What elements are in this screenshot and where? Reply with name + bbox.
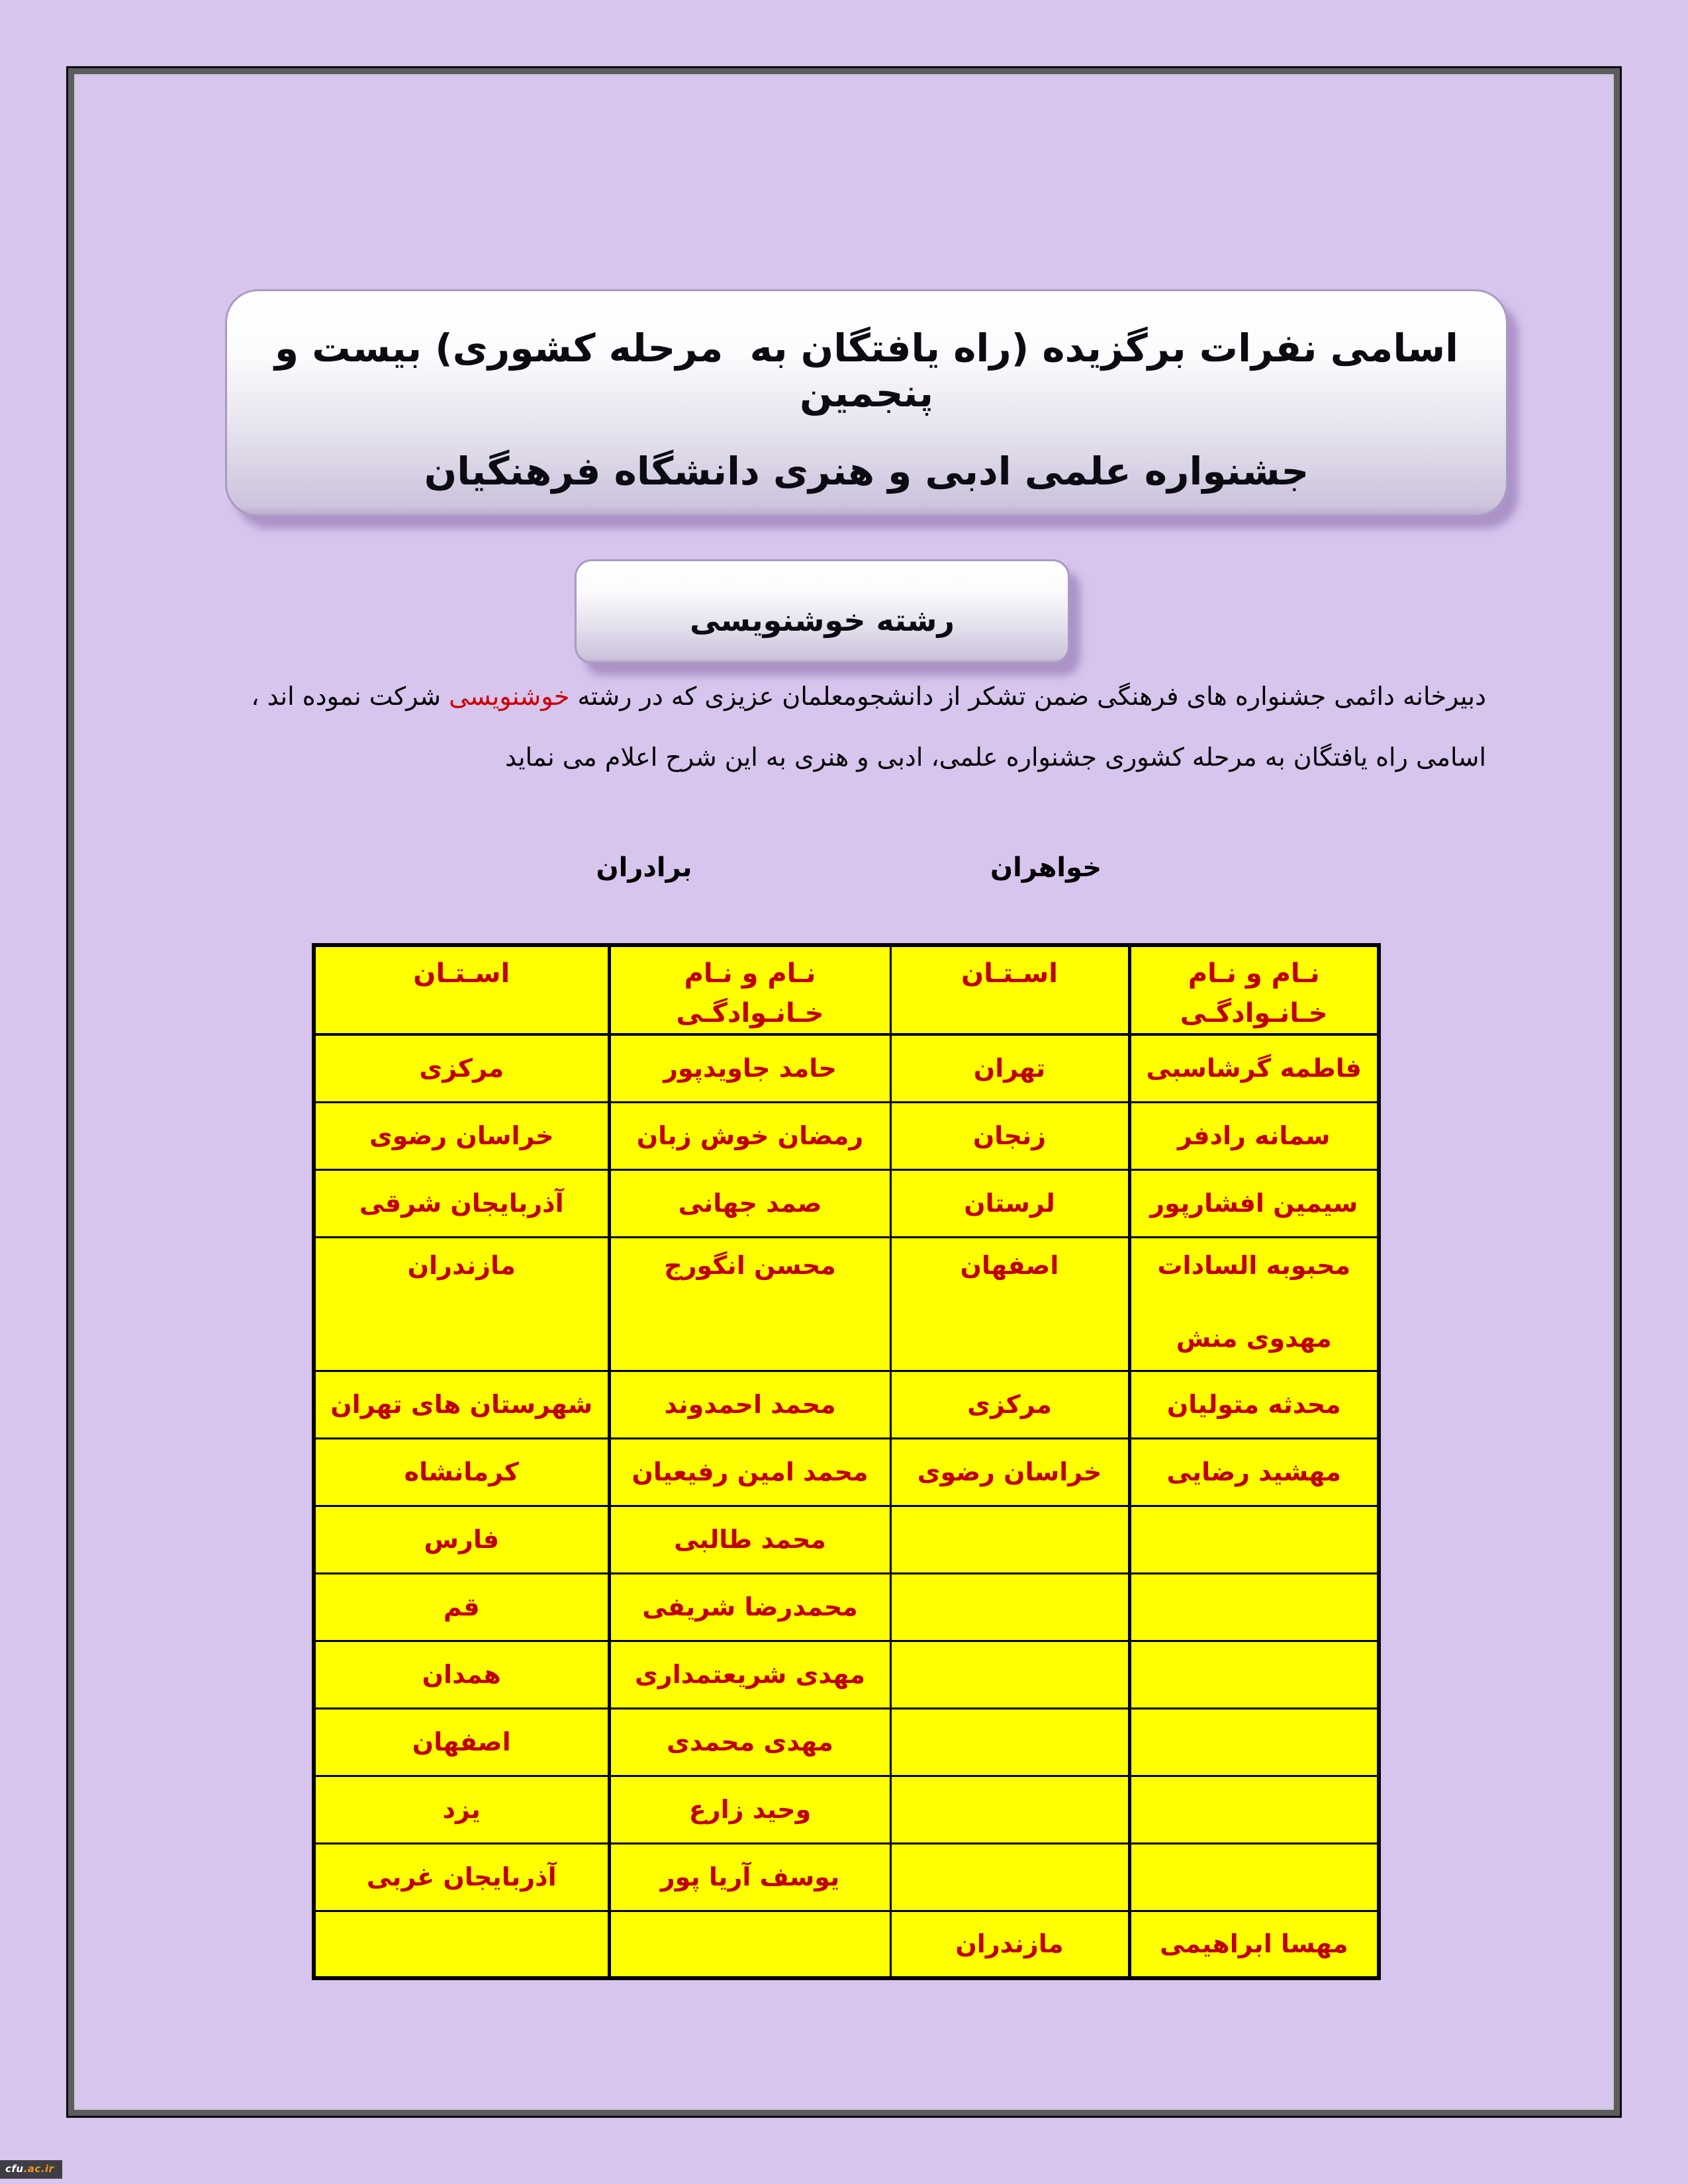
header-brothers-province: اسـتـان (312, 944, 610, 1036)
cell-sister-province: اصفهان (890, 1236, 1131, 1372)
intro-line1-post: شرکت نموده اند ، (251, 682, 449, 711)
cell-sister-province (890, 1572, 1131, 1642)
cell-sister-name (1127, 1707, 1380, 1777)
cell-sister-province (890, 1707, 1131, 1777)
cell-sister-province (890, 1842, 1131, 1912)
table-row: مرکزی حامد جاویدپور تهران فاطمه گرشاسبی (312, 1033, 1380, 1103)
cell-brother-name: حامد جاویدپور (607, 1033, 892, 1103)
cell-brother-name: یوسف آریا پور (607, 1842, 892, 1912)
cell-brother-name: محمد طالبی (607, 1504, 892, 1574)
table-row: مازندران مهسا ابراهیمی (312, 1909, 1380, 1979)
title-banner: اسامی نفرات برگزیده (راه یافتگان به مرحل… (225, 289, 1508, 517)
cell-brother-province: شهرستان های تهران (312, 1369, 610, 1439)
group-label-sisters: خواهران (990, 852, 1102, 883)
table-row: خراسان رضوی رمضان خوش زبان زنجان سمانه رادف… (312, 1101, 1380, 1171)
cell-brother-name: مهدی شریعتمداری (607, 1639, 892, 1709)
intro-line1-pre: دبیرخانه دائمی جشنواره های فرهنگی ضمن تش… (569, 682, 1486, 711)
cell-sister-province: خراسان رضوی (890, 1437, 1131, 1507)
cell-sister-name (1127, 1504, 1380, 1574)
page-border-frame (66, 66, 1622, 2118)
cell-brother-province: همدان (312, 1639, 610, 1709)
table-row: آذربایجان شرقی صمد جهانی لرستان سیمین افشار… (312, 1168, 1380, 1238)
cell-sister-name (1127, 1572, 1380, 1642)
cell-brother-province: اصفهان (312, 1707, 610, 1777)
cell-brother-province: کرمانشاه (312, 1437, 610, 1507)
cell-sister-province (890, 1639, 1131, 1709)
cell-brother-province: مرکزی (312, 1033, 610, 1103)
table-row: شهرستان های تهران محمد احمدوند مرکزی محدثه … (312, 1369, 1380, 1439)
table-row: قم محمدرضا شریفی (312, 1572, 1380, 1642)
page-title-line1: اسامی نفرات برگزیده (راه یافتگان به مرحل… (261, 326, 1459, 416)
cell-brother-name: محمدرضا شریفی (607, 1572, 892, 1642)
table-row: مازندران محسن انگورج اصفهان محبوبه السادات … (312, 1236, 1380, 1372)
table-row: آذربایجان غربی یوسف آریا پور (312, 1842, 1380, 1912)
field-banner-label: رشته خوشنویسی (690, 602, 955, 638)
cell-brother-name: محسن انگورج (607, 1236, 892, 1372)
cell-sister-name: محبوبه السادات مهدوی منش (1127, 1236, 1380, 1372)
table-row: یزد وحید زارع (312, 1774, 1380, 1844)
cell-sister-name (1127, 1774, 1380, 1844)
cell-sister-province: تهران (890, 1033, 1131, 1103)
intro-paragraph: دبیرخانه دائمی جشنواره های فرهنگی ضمن تش… (199, 666, 1486, 788)
cell-brother-province: آذربایجان شرقی (312, 1168, 610, 1238)
header-sisters-province: اسـتـان (890, 944, 1131, 1036)
cell-brother-name (607, 1909, 892, 1979)
cell-brother-name: مهدی محمدی (607, 1707, 892, 1777)
intro-line2: اسامی راه یافتگان به مرحله کشوری جشنواره… (505, 743, 1486, 772)
cell-brother-name: رمضان خوش زبان (607, 1101, 892, 1171)
watermark-site: cfu (5, 2163, 24, 2175)
cell-sister-name: مهشید رضایی (1127, 1437, 1380, 1507)
group-label-brothers: برادران (596, 852, 692, 883)
cell-sister-province: لرستان (890, 1168, 1131, 1238)
cell-brother-province: فارس (312, 1504, 610, 1574)
cell-brother-name: محمد امین رفیعیان (607, 1437, 892, 1507)
cell-sister-province: زنجان (890, 1101, 1131, 1171)
cell-sister-name: مهسا ابراهیمی (1127, 1909, 1380, 1979)
cell-sister-name: سمانه رادفر (1127, 1101, 1380, 1171)
cell-brother-province: مازندران (312, 1236, 610, 1372)
watermark-domain: .ac.ir (23, 2163, 54, 2175)
header-sisters-name: نـام و نـام خـانـوادگـی (1127, 944, 1380, 1036)
cell-sister-name: محدثه متولیان (1127, 1369, 1380, 1439)
cell-brother-province: یزد (312, 1774, 610, 1844)
table-row: همدان مهدی شریعتمداری (312, 1639, 1380, 1709)
cell-brother-province: قم (312, 1572, 610, 1642)
cell-sister-province (890, 1774, 1131, 1844)
intro-line1: دبیرخانه دائمی جشنواره های فرهنگی ضمن تش… (199, 666, 1486, 727)
cell-brother-province: آذربایجان غربی (312, 1842, 610, 1912)
table-header-row: اسـتـان نـام و نـام خـانـوادگـی اسـتـان … (312, 944, 1380, 1036)
cell-sister-name: فاطمه گرشاسبی (1127, 1033, 1380, 1103)
results-table: اسـتـان نـام و نـام خـانـوادگـی اسـتـان … (312, 943, 1381, 1980)
header-brothers-name: نـام و نـام خـانـوادگـی (607, 944, 892, 1036)
table-row: کرمانشاه محمد امین رفیعیان خراسان رضوی مهشی… (312, 1437, 1380, 1507)
page-title-line2: جشنواره علمی ادبی و هنری دانشگاه فرهنگیا… (424, 449, 1309, 494)
field-banner: رشته خوشنویسی (575, 559, 1070, 664)
cell-sister-province (890, 1504, 1131, 1574)
cell-brother-name: صمد جهانی (607, 1168, 892, 1238)
table-row: اصفهان مهدی محمدی (312, 1707, 1380, 1777)
table-row: فارس محمد طالبی (312, 1504, 1380, 1574)
cell-sister-name (1127, 1639, 1380, 1709)
cell-sister-province: مرکزی (890, 1369, 1131, 1439)
cell-brother-province: خراسان رضوی (312, 1101, 610, 1171)
cell-brother-name: محمد احمدوند (607, 1369, 892, 1439)
cell-sister-province: مازندران (890, 1909, 1131, 1979)
cell-sister-name (1127, 1842, 1380, 1912)
cell-brother-name: وحید زارع (607, 1774, 892, 1844)
cell-brother-province (312, 1909, 610, 1979)
intro-field-highlight: خوشنویسی (449, 682, 570, 711)
site-watermark: cfu.ac.ir (0, 2160, 62, 2179)
cell-sister-name: سیمین افشارپور (1127, 1168, 1380, 1238)
